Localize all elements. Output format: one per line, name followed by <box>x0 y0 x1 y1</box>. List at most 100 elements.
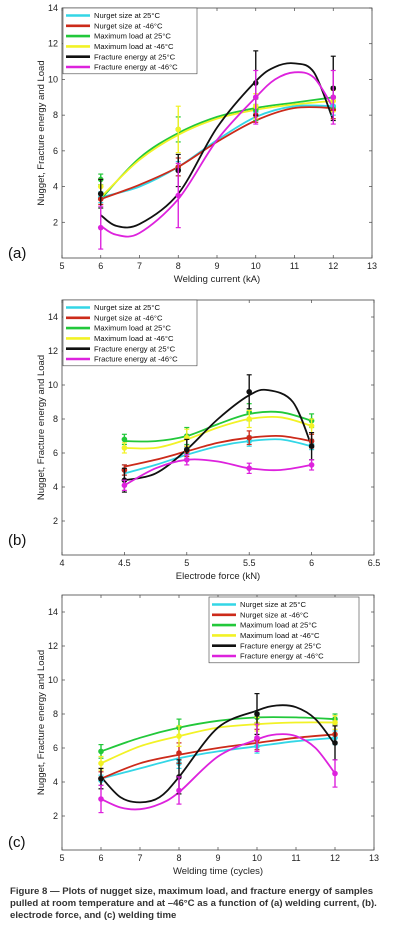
y-tick-label: 12 <box>48 39 58 49</box>
x-tick-label: 5.5 <box>243 558 256 568</box>
x-tick-label: 4 <box>59 558 64 568</box>
y-tick-label: 8 <box>53 709 58 719</box>
legend-entry: Fracture energy at -46°C <box>94 63 178 72</box>
series-line-2 <box>100 733 336 780</box>
y-tick-label: 4 <box>53 182 58 192</box>
series-line-3 <box>124 410 312 443</box>
legend-entry: Maximum load at -46°C <box>240 631 320 640</box>
x-axis-label: Welding time (cycles) <box>173 866 263 877</box>
legend-box <box>62 299 198 367</box>
y-tick-label: 14 <box>48 312 58 322</box>
panel-label: (b) <box>8 532 26 549</box>
x-tick-label: 8 <box>176 853 181 863</box>
data-point <box>121 482 128 489</box>
data-point <box>175 126 182 133</box>
series-line-1 <box>124 438 312 475</box>
x-tick-label: 5 <box>59 853 64 863</box>
y-tick-label: 10 <box>48 675 58 685</box>
data-point <box>254 711 260 717</box>
data-point <box>175 192 182 199</box>
data-point <box>98 775 104 782</box>
x-tick-label: 9 <box>215 853 220 863</box>
legend-entry: Fracture energy at 25°C <box>240 641 322 650</box>
y-tick-label: 10 <box>48 74 58 84</box>
y-tick-label: 12 <box>48 346 58 356</box>
series-line-3 <box>100 716 336 753</box>
x-tick-label: 5 <box>59 261 64 271</box>
legend-entry: Nurget size at 25°C <box>240 600 306 609</box>
data-point <box>176 733 182 739</box>
y-tick-label: 4 <box>53 482 58 492</box>
y-tick-label: 12 <box>48 641 58 651</box>
x-tick-label: 8 <box>176 261 181 271</box>
x-tick-label: 7 <box>137 261 142 271</box>
y-axis-label: Nugget, Fracture energy and Load <box>36 355 47 500</box>
x-axis-label: Welding current (kA) <box>174 274 260 285</box>
data-point <box>252 94 259 101</box>
y-tick-label: 14 <box>48 607 58 617</box>
chart-a-svg: 5 6 7 8 9 10 11 12 13 2 4 6 8 10 12 14 Welding current (… <box>8 3 377 285</box>
data-point <box>176 787 182 794</box>
data-point <box>332 719 338 726</box>
panel-label: (c) <box>8 834 26 851</box>
data-point <box>98 748 104 755</box>
x-tick-label: 11 <box>290 261 299 271</box>
data-point <box>121 445 128 451</box>
data-point <box>176 750 182 756</box>
y-tick-label: 4 <box>53 777 58 787</box>
x-tick-label: 12 <box>330 853 340 863</box>
legend-entry: Nurget size at 25°C <box>94 11 160 20</box>
x-tick-label: 6 <box>98 853 103 863</box>
y-tick-label: 6 <box>53 146 58 156</box>
x-axis-label: Electrode force (kN) <box>176 571 260 582</box>
chart-panel-b: 4 4.5 5 5.5 6 6.5 2 4 6 8 10 12 14 Electrode force (k… <box>0 290 402 585</box>
data-point <box>184 446 190 453</box>
legend-entry: Nurget size at -46°C <box>240 610 309 619</box>
data-point <box>254 735 260 741</box>
data-point <box>246 465 252 472</box>
y-tick-label: 2 <box>53 516 58 526</box>
legend-entry: Fracture energy at 25°C <box>94 52 176 61</box>
y-tick-label: 14 <box>48 3 58 13</box>
data-point <box>98 760 104 767</box>
series-line-6 <box>100 733 336 811</box>
x-tick-label: 5 <box>184 558 189 568</box>
x-tick-label: 6 <box>309 558 314 568</box>
panel-label: (a) <box>8 245 26 262</box>
series-line-4 <box>100 100 334 198</box>
y-axis-label: Nugget, Fracture energy and Load <box>36 650 47 795</box>
legend-entry: Maximum load at 25°C <box>94 32 171 41</box>
series-line-3 <box>100 96 334 200</box>
data-point <box>308 443 315 449</box>
x-tick-label: 13 <box>367 261 377 271</box>
data-point <box>246 416 252 422</box>
figure-caption: Figure 8 — Plots of nugget size, maximum… <box>10 886 377 921</box>
x-tick-label: 4.5 <box>118 558 131 568</box>
x-tick-label: 6.5 <box>368 558 381 568</box>
x-tick-label: 12 <box>328 261 338 271</box>
series-line-1 <box>100 736 336 780</box>
series-line-5 <box>100 704 336 804</box>
chart-panel-a: 5 6 7 8 9 10 11 12 13 2 4 6 8 10 12 14 Welding current (… <box>0 0 402 290</box>
y-tick-label: 8 <box>53 110 58 120</box>
series-line-2 <box>124 434 312 468</box>
data-point <box>121 436 128 443</box>
y-tick-label: 10 <box>48 380 58 390</box>
legend-entry: Maximum load at -46°C <box>94 42 174 51</box>
legend-entry: Maximum load at 25°C <box>240 621 317 630</box>
x-tick-label: 10 <box>251 261 261 271</box>
y-axis-label: Nugget, Fracture energy and Load <box>36 60 47 205</box>
data-point <box>97 190 104 197</box>
x-tick-label: 11 <box>291 853 300 863</box>
data-point <box>246 434 252 441</box>
chart-c-svg: 5 6 7 8 9 10 11 12 13 2 4 6 8 10 12 14 Welding time (cyc… <box>8 594 379 877</box>
data-point <box>97 224 104 231</box>
series-line-5 <box>124 388 313 482</box>
data-point <box>98 796 104 802</box>
series-line-6 <box>123 458 312 487</box>
y-tick-label: 2 <box>53 811 58 821</box>
x-tick-label: 7 <box>137 853 142 863</box>
chart-panel-c: 5 6 7 8 9 10 11 12 13 2 4 6 8 10 12 14 Welding time (cyc… <box>0 585 402 880</box>
